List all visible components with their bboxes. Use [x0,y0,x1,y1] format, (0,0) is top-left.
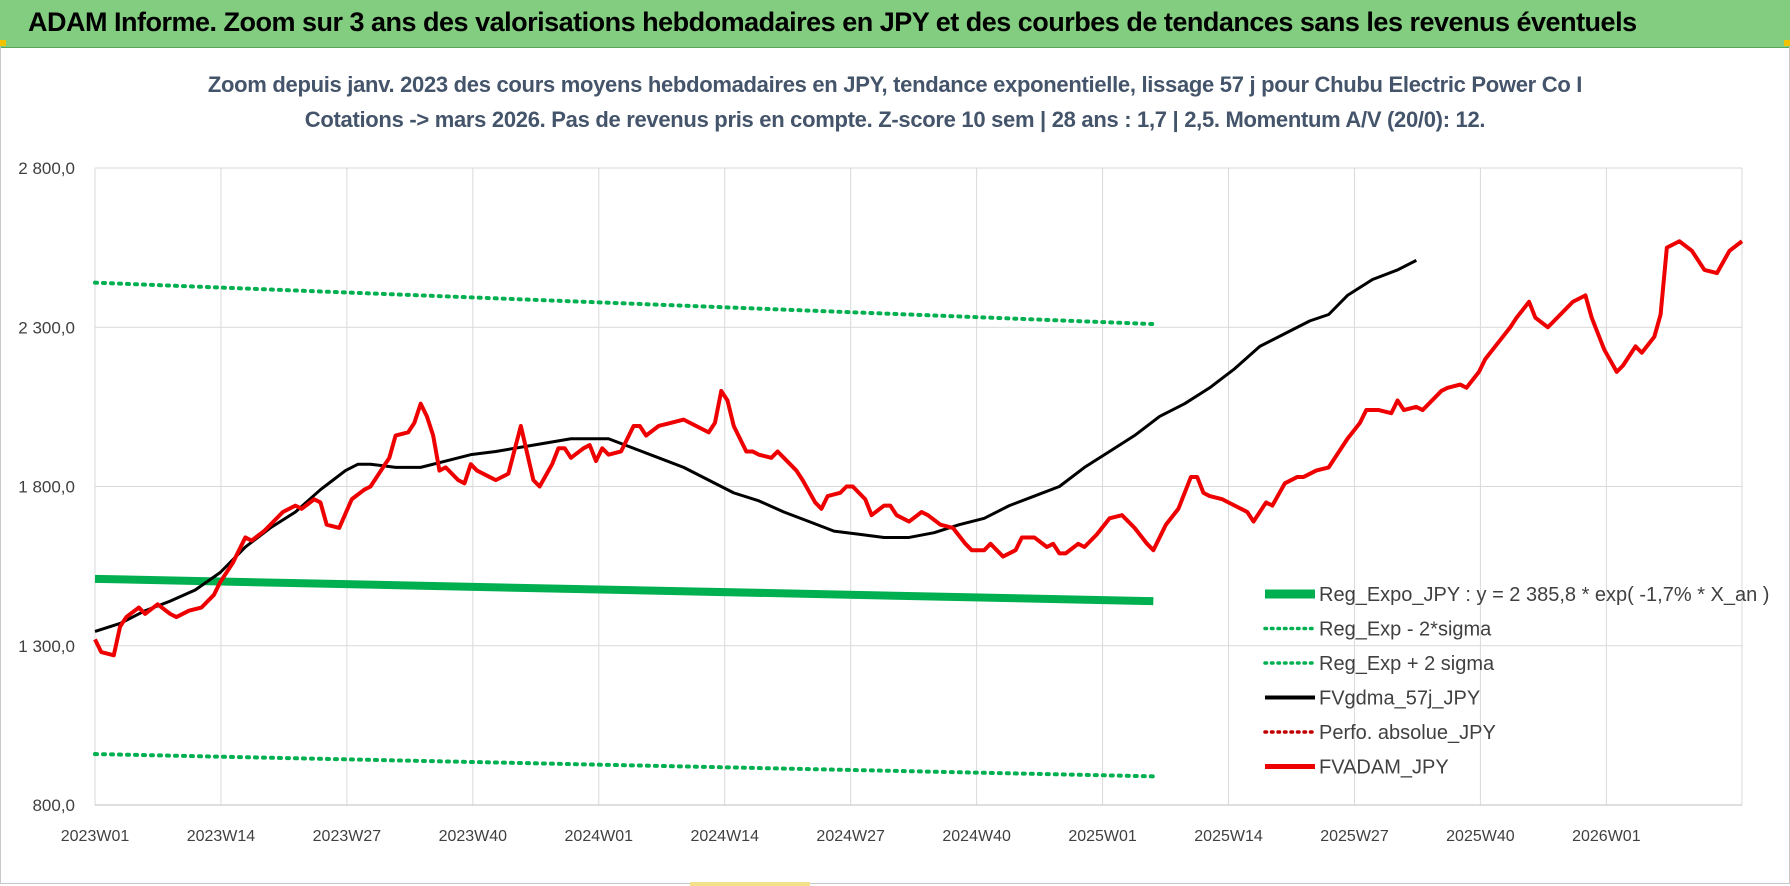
legend-label: Reg_Exp + 2 sigma [1319,653,1495,675]
series-layer [93,239,1744,779]
series-fvgdma-57j [94,259,1418,633]
bottom-marker [690,882,810,886]
series-reg-minus-2sigma [93,752,1156,779]
legend-label: Perfo. absolue_JPY [1319,722,1496,744]
x-tick-label: 2023W14 [187,828,256,845]
chart-title: Zoom depuis janv. 2023 des cours moyens … [207,72,1583,97]
x-tick-label: 2023W01 [61,828,130,845]
series-reg-expo [94,574,1154,606]
legend-perfo-absolue: Perfo. absolue_JPY [1263,722,1496,744]
legend-reg-minus-2sigma: Reg_Exp - 2*sigma [1263,619,1492,641]
x-tick-label: 2023W40 [439,828,508,845]
x-tick-label: 2024W40 [942,828,1011,845]
x-tick-label: 2025W14 [1194,828,1263,845]
x-tick-label: 2023W27 [313,828,382,845]
x-tick-label: 2025W40 [1446,828,1515,845]
series-reg-plus-2sigma [93,280,1156,327]
x-tick-label: 2024W14 [690,828,759,845]
x-tick-label: 2024W01 [565,828,634,845]
banner-corner-left [0,40,6,46]
x-tick-label: 2025W27 [1320,828,1389,845]
y-tick-label: 1 800,0 [18,478,75,497]
x-tick-label: 2026W01 [1572,828,1641,845]
legend-fvadam: FVADAM_JPY [1265,757,1449,779]
grid [94,167,1743,806]
legend-label: Reg_Expo_JPY : y = 2 385,8 * exp( -1,7% … [1319,584,1769,606]
legend-reg-plus-2sigma: Reg_Exp + 2 sigma [1263,653,1495,675]
report-title: ADAM Informe. Zoom sur 3 ans des valoris… [28,7,1637,37]
report-banner: ADAM Informe. Zoom sur 3 ans des valoris… [0,0,1790,48]
banner-corner-right [1784,40,1790,46]
legend-label: FVgdma_57j_JPY [1319,688,1480,710]
legend-reg-expo: Reg_Expo_JPY : y = 2 385,8 * exp( -1,7% … [1265,584,1769,606]
x-tick-label: 2024W27 [816,828,885,845]
chart-subtitle: Cotations -> mars 2026. Pas de revenus p… [304,107,1486,132]
legend-fvgdma-57j: FVgdma_57j_JPY [1265,688,1480,710]
y-tick-label: 800,0 [32,796,75,815]
axis-labels: 800,0 1 300,0 1 800,0 2 300,0 2 800,0 2023W01… [18,159,1640,845]
series-fvadam [93,239,1744,658]
y-tick-label: 1 300,0 [18,637,75,656]
legend-label: FVADAM_JPY [1319,757,1449,779]
legend-label: Reg_Exp - 2*sigma [1319,619,1492,641]
y-tick-label: 2 800,0 [18,159,75,178]
legend: Reg_Expo_JPY : y = 2 385,8 * exp( -1,7% … [1263,584,1769,779]
x-tick-label: 2025W01 [1068,828,1137,845]
y-tick-label: 2 300,0 [18,318,75,337]
